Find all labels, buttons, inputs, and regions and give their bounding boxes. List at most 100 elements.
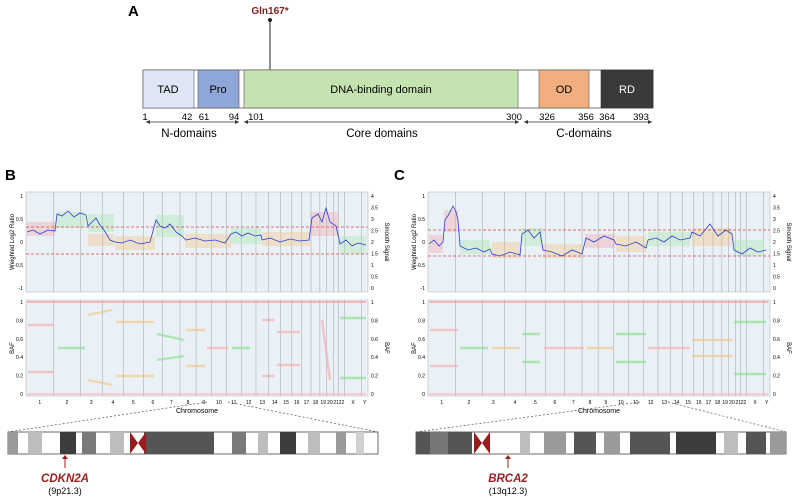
b-lower-yticks: 1 0.8 0.6 0.4 0.2 0 1 0.8 0.6 0.4 0.2 0 <box>16 300 378 398</box>
residue-od-start: 326 <box>539 112 555 123</box>
c-gene-label: BRCA2 <box>488 473 528 485</box>
y-tick-label: 0 <box>773 286 776 292</box>
y-tick-label: 1.5 <box>371 252 378 258</box>
c-log2-signal-line <box>428 205 767 257</box>
b-zoom-line-right <box>227 401 379 433</box>
chromosome-tick-label: 4 <box>111 400 114 406</box>
residue-rd-end: 393 <box>633 112 649 123</box>
y-tick-label: 2.5 <box>773 229 780 235</box>
chromosome-tick-label: 13 <box>662 400 668 406</box>
y-tick-label: 0.6 <box>418 337 425 343</box>
chromosome-tick-label: 15 <box>283 400 289 406</box>
chromosome-tick-label: 8 <box>187 400 190 406</box>
panel-c-label: C <box>394 167 405 184</box>
residue-dbd-start: 101 <box>248 112 264 123</box>
domain-dna-binding-label: DNA-binding domain <box>330 84 432 96</box>
residue-od-end: 356 <box>578 112 594 123</box>
panel-c: C 1 0.5 0 -0.5 -1 4 3.5 3 2.5 2 1.5 1 0.5 0 Weighted … <box>394 167 791 496</box>
y-tick-label: 0.5 <box>418 217 425 223</box>
panel-a-label: A <box>128 3 139 20</box>
b-baf-points <box>27 301 366 395</box>
y-tick-label: 3 <box>773 217 776 223</box>
core-domains-label: Core domains <box>346 128 418 140</box>
y-tick-label: 0.4 <box>16 355 23 361</box>
y-tick-label: 0.8 <box>371 318 378 324</box>
y-tick-label: 0.8 <box>773 318 780 324</box>
y-tick-label: 1 <box>422 300 425 306</box>
y-tick-label: 0.5 <box>773 275 780 281</box>
domain-od <box>538 69 590 109</box>
y-tick-label: -1 <box>19 286 24 292</box>
chromosome-tick-label: 5 <box>132 400 135 406</box>
panel-a: A Gln167* TAD Pro DNA-binding domain OD … <box>128 3 654 140</box>
chromosome-tick-label: 21 <box>333 400 339 406</box>
domain-rd <box>600 69 654 109</box>
chromosome-tick-label: 8 <box>589 400 592 406</box>
y-tick-label: -0.5 <box>416 263 425 269</box>
c-chromosome-axis-label: Chromosome <box>578 408 620 415</box>
chromosome-tick-label: 17 <box>706 400 712 406</box>
chromosome-tick-label: 3 <box>492 400 495 406</box>
chromosome-tick-label: X <box>753 400 757 406</box>
mutation-label: Gln167* <box>251 6 288 17</box>
residue-tad-start: 1 <box>142 112 147 123</box>
y-tick-label: 0.2 <box>773 374 780 380</box>
domain-dna-binding <box>243 69 519 109</box>
b-locus-label: (9p21.3) <box>48 486 82 496</box>
y-tick-label: 2 <box>773 240 776 246</box>
chromosome-tick-label: 6 <box>554 400 557 406</box>
b-gene-label: CDKN2A <box>41 473 89 485</box>
y-tick-label: 0.6 <box>371 337 378 343</box>
n-domains-label: N-domains <box>161 128 217 140</box>
residue-pro-start: 61 <box>199 112 210 123</box>
c-log2-axis-label: Weighted Log2 Ratio <box>412 213 418 270</box>
c-upper-chrom-dividers <box>455 192 764 292</box>
c-upper-segments <box>429 210 764 258</box>
panel-b: B 1 0.5 0 -0.5 -1 4 3.5 3 2.5 2 1.5 1 0.5 0 Weighted … <box>5 167 389 496</box>
y-tick-label: -0.5 <box>14 263 23 269</box>
b-smooth-axis-label: Smooth Signal <box>383 222 389 261</box>
chromosome-tick-label: 10 <box>618 400 624 406</box>
chromosome-tick-label: 9 <box>202 400 205 406</box>
y-tick-label: 3 <box>371 217 374 223</box>
b-lower-chrom-dividers <box>53 300 362 396</box>
c-zoom-line-right <box>667 401 787 433</box>
y-tick-label: 3.5 <box>773 206 780 212</box>
b-log2-signal-line <box>26 206 367 247</box>
chromosome-tick-label: 12 <box>246 400 252 406</box>
y-tick-label: 2 <box>371 240 374 246</box>
y-tick-label: 0 <box>773 392 776 398</box>
chromosome-tick-label: 2 <box>66 400 69 406</box>
chromosome-tick-label: Y <box>765 400 769 406</box>
chromosome-tick-label: 20 <box>327 400 333 406</box>
b-baf-axis-label-left: BAF <box>10 342 16 354</box>
y-tick-label: 0 <box>371 392 374 398</box>
chromosome-tick-label: 21 <box>735 400 741 406</box>
y-tick-label: 0.5 <box>371 275 378 281</box>
chromosome-tick-label: 10 <box>216 400 222 406</box>
y-tick-label: 1 <box>20 194 23 200</box>
y-tick-label: 0.2 <box>16 374 23 380</box>
y-tick-label: 0.8 <box>16 318 23 324</box>
chromosome-tick-label: 1 <box>440 400 443 406</box>
y-tick-label: 0.4 <box>418 355 425 361</box>
y-tick-label: 0.8 <box>418 318 425 324</box>
y-tick-label: 1 <box>773 263 776 269</box>
b-chromosome-axis-label: Chromosome <box>176 408 218 415</box>
b-upper-chrom-dividers <box>53 192 362 292</box>
chromosome-tick-label: 9 <box>604 400 607 406</box>
c-domains-label: C-domains <box>556 128 612 140</box>
chromosome-tick-label: 3 <box>90 400 93 406</box>
b-zoom-line-left <box>7 401 208 433</box>
y-tick-label: 0.5 <box>16 217 23 223</box>
chromosome-tick-label: 12 <box>648 400 654 406</box>
chromosome-tick-label: 18 <box>715 400 721 406</box>
y-tick-label: 0 <box>371 286 374 292</box>
chromosome-tick-label: 18 <box>313 400 319 406</box>
chromosome-tick-label: 6 <box>152 400 155 406</box>
y-tick-label: -1 <box>421 286 426 292</box>
residue-rd-start: 364 <box>599 112 615 123</box>
c-smooth-axis-label: Smooth Signal <box>785 222 791 261</box>
b-chromosome-ideogram <box>7 431 379 455</box>
